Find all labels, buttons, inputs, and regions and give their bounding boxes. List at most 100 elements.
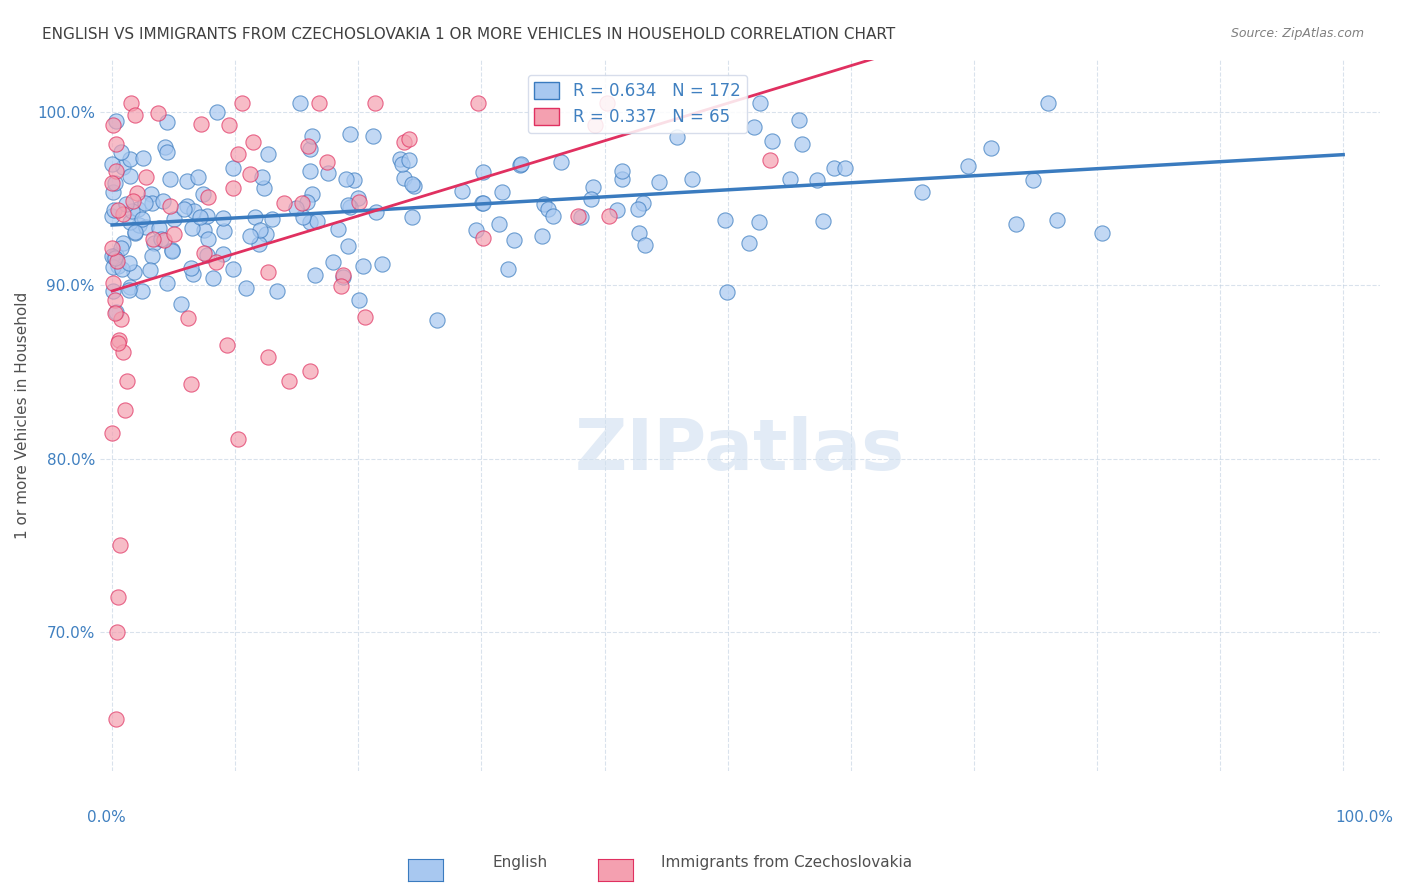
Point xyxy=(120,215,142,229)
Point xyxy=(180,261,202,276)
Point xyxy=(401,177,423,191)
Point xyxy=(530,229,553,244)
Point xyxy=(104,293,127,308)
Point xyxy=(581,192,603,206)
Point xyxy=(337,238,360,252)
Point xyxy=(681,172,703,186)
Point xyxy=(105,624,128,639)
Point xyxy=(273,196,295,211)
Point xyxy=(496,261,519,276)
Point xyxy=(101,209,124,223)
Point xyxy=(744,120,766,134)
Point xyxy=(139,262,162,277)
Point xyxy=(187,170,209,185)
Point xyxy=(242,135,264,149)
Point xyxy=(322,254,344,268)
Point xyxy=(249,223,271,237)
Point xyxy=(541,209,564,223)
Point xyxy=(101,177,124,191)
Point xyxy=(352,259,374,273)
Point xyxy=(471,196,494,211)
Point xyxy=(257,146,280,161)
Point xyxy=(127,202,149,217)
Point xyxy=(153,139,176,153)
Point xyxy=(291,195,314,210)
Legend: R = 0.634   N = 172, R = 0.337   N = 65: R = 0.634 N = 172, R = 0.337 N = 65 xyxy=(527,75,747,133)
Point xyxy=(226,432,249,446)
Point xyxy=(131,212,153,227)
Point xyxy=(118,152,141,166)
Point xyxy=(120,95,142,110)
Point xyxy=(205,105,228,120)
Point xyxy=(105,136,128,151)
Point xyxy=(326,221,349,235)
Point xyxy=(582,179,605,194)
Point xyxy=(146,105,169,120)
Point xyxy=(212,247,235,261)
Point xyxy=(758,153,780,168)
Point xyxy=(115,197,138,211)
Point xyxy=(308,95,330,110)
Point xyxy=(332,270,354,285)
Point xyxy=(394,170,416,185)
Point xyxy=(834,161,856,176)
Point xyxy=(173,202,195,216)
Point xyxy=(738,235,761,250)
Point xyxy=(139,186,162,201)
Point xyxy=(108,538,131,552)
Point xyxy=(163,211,186,226)
Point xyxy=(339,200,361,214)
Point xyxy=(626,202,648,217)
Point xyxy=(180,377,202,392)
Point xyxy=(329,278,352,293)
Point xyxy=(111,160,134,174)
Point xyxy=(217,338,239,352)
Point xyxy=(301,186,323,201)
Text: Immigrants from Czechoslovakia: Immigrants from Czechoslovakia xyxy=(661,855,912,870)
Point xyxy=(502,233,524,247)
Point xyxy=(332,268,354,282)
Point xyxy=(761,134,783,148)
Point xyxy=(105,305,128,319)
Point xyxy=(107,203,129,218)
Point xyxy=(101,241,124,255)
Point xyxy=(347,191,370,205)
Point xyxy=(606,203,628,218)
Point xyxy=(197,190,219,204)
Text: ZIPatlas: ZIPatlas xyxy=(575,417,905,485)
Text: 100.0%: 100.0% xyxy=(1334,810,1393,825)
Point xyxy=(101,157,124,171)
Point xyxy=(354,310,377,325)
Point xyxy=(278,374,301,388)
Point xyxy=(105,248,128,262)
Point xyxy=(195,248,218,262)
Point xyxy=(195,209,218,223)
Point xyxy=(124,108,146,122)
Point xyxy=(121,194,143,208)
Point xyxy=(347,293,370,308)
Point xyxy=(779,172,801,186)
Point xyxy=(339,128,361,142)
Point xyxy=(239,229,262,244)
Point xyxy=(156,115,179,129)
Point xyxy=(811,214,834,228)
Point xyxy=(181,268,204,282)
Point xyxy=(537,202,560,216)
Point xyxy=(235,281,257,295)
Point xyxy=(118,283,141,297)
Point xyxy=(307,213,329,227)
Point xyxy=(135,220,157,235)
Point xyxy=(316,166,339,180)
Point xyxy=(465,223,488,237)
Point xyxy=(347,194,370,209)
Point xyxy=(336,198,359,212)
Point xyxy=(159,198,181,212)
Point xyxy=(666,129,689,144)
Point xyxy=(249,237,271,252)
Point xyxy=(612,164,634,178)
Point xyxy=(550,154,572,169)
Point xyxy=(107,253,129,268)
Text: Source: ZipAtlas.com: Source: ZipAtlas.com xyxy=(1230,27,1364,40)
Point xyxy=(141,196,163,211)
Point xyxy=(193,245,215,260)
